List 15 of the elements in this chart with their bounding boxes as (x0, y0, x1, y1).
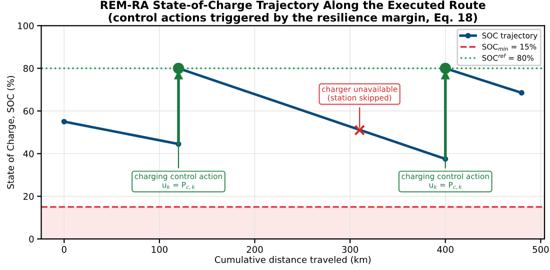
x-tick-label: 400 (437, 246, 454, 253)
x-tick-label: 200 (246, 246, 263, 253)
y-tick-label: 60 (23, 108, 34, 115)
y-axis-title: State of Charge, SOC (%) (6, 76, 16, 189)
x-tick-label: 500 (532, 246, 549, 253)
x-tick-label: 300 (342, 246, 358, 253)
x-tick-label: 100 (152, 246, 168, 253)
y-tick-label: 40 (23, 150, 34, 158)
x-tick-label: 0 (62, 246, 66, 253)
y-tick-label: 80 (23, 65, 34, 72)
y-tick-label: 0 (29, 236, 34, 243)
y-tick-label: 100 (18, 22, 34, 30)
x-axis-title: Cumulative distance traveled (km) (214, 256, 371, 264)
y-tick-label: 20 (23, 193, 34, 200)
chart-title: REM-RA State-of-Charge Trajectory Along the Executed Route (control actions triggered by the resilience margin, Eq. 18) (100, 0, 486, 24)
